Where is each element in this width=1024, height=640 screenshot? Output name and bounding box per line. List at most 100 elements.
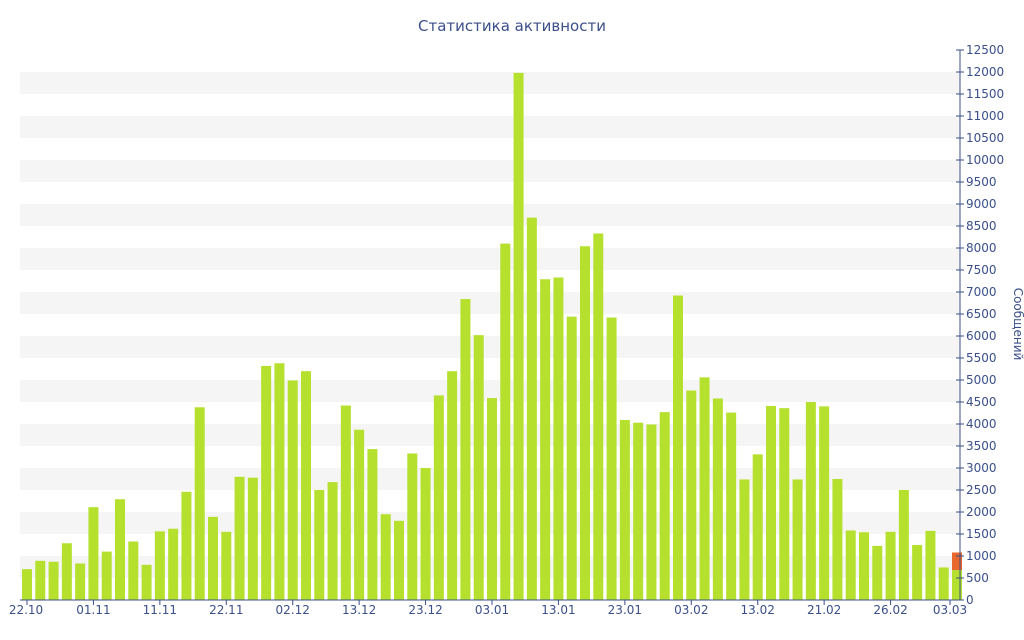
bar[interactable] <box>168 528 179 600</box>
bar[interactable] <box>367 449 378 600</box>
grid-band <box>20 248 960 270</box>
bar[interactable] <box>274 363 285 600</box>
bar[interactable] <box>593 233 604 601</box>
bar[interactable] <box>686 390 697 600</box>
bar[interactable] <box>128 541 139 600</box>
bar[interactable] <box>726 412 737 600</box>
bar[interactable] <box>301 371 311 600</box>
y-tick-label: 9000 <box>966 197 997 211</box>
grid-band <box>20 72 960 94</box>
bar[interactable] <box>553 277 564 600</box>
y-tick-label: 8000 <box>966 241 997 255</box>
x-tick-label: 22.10 <box>9 603 43 617</box>
bar[interactable] <box>460 299 471 600</box>
bar[interactable] <box>327 482 338 600</box>
bar[interactable] <box>61 543 72 600</box>
bar[interactable] <box>925 530 936 600</box>
bar[interactable] <box>261 365 272 600</box>
bar[interactable] <box>912 545 923 600</box>
x-tick-label: 01.11 <box>76 603 110 617</box>
bar[interactable] <box>633 422 644 600</box>
bar[interactable] <box>938 567 949 600</box>
bar[interactable] <box>447 371 458 600</box>
bar[interactable] <box>739 479 750 600</box>
bar[interactable] <box>154 531 165 600</box>
bar[interactable] <box>407 453 418 600</box>
x-tick-label: 13.01 <box>541 603 575 617</box>
bar[interactable] <box>619 420 630 600</box>
bar[interactable] <box>580 246 590 601</box>
x-tick-label: 13.02 <box>741 603 775 617</box>
bar[interactable] <box>420 468 431 600</box>
chart-title: Статистика активности <box>418 17 606 35</box>
bar[interactable] <box>433 395 444 600</box>
bar[interactable] <box>234 476 245 600</box>
y-tick-label: 7000 <box>966 285 997 299</box>
x-tick-label: 03.01 <box>475 603 509 617</box>
bar[interactable] <box>699 377 710 600</box>
bar[interactable] <box>859 532 869 600</box>
bar[interactable] <box>75 563 86 600</box>
bar[interactable] <box>659 412 670 600</box>
bar[interactable] <box>247 477 258 600</box>
bar[interactable] <box>646 424 657 600</box>
bar[interactable] <box>805 402 816 600</box>
y-tick-label: 3000 <box>966 461 997 475</box>
bar[interactable] <box>35 560 46 600</box>
bar[interactable] <box>194 407 205 600</box>
bar[interactable] <box>354 429 365 600</box>
bar[interactable] <box>606 317 617 600</box>
y-axis: 0 500 1000 1500 2000 2500 3000 3500 4000 4500 5000… <box>956 43 1004 607</box>
bar[interactable] <box>141 564 152 600</box>
bar[interactable] <box>566 316 577 600</box>
bar[interactable] <box>115 499 125 600</box>
bar-highlight[interactable] <box>952 552 962 571</box>
bar[interactable] <box>101 551 112 600</box>
y-tick-label: 10000 <box>966 153 1004 167</box>
y-tick-label: 11500 <box>966 87 1004 101</box>
bar[interactable] <box>48 561 59 600</box>
bar[interactable] <box>287 380 298 600</box>
bar[interactable] <box>779 408 790 600</box>
y-tick-label: 5500 <box>966 351 997 365</box>
y-tick-label: 8500 <box>966 219 997 233</box>
y-tick-label: 2500 <box>966 483 997 497</box>
bar[interactable] <box>314 490 325 600</box>
bar[interactable] <box>819 406 830 600</box>
bar[interactable] <box>473 335 484 600</box>
bar[interactable] <box>712 398 723 600</box>
y-tick-label: 11000 <box>966 109 1004 123</box>
bar[interactable] <box>898 490 909 600</box>
y-tick-label: 12000 <box>966 65 1004 79</box>
bar[interactable] <box>766 405 776 600</box>
y-tick-label: 1500 <box>966 527 997 541</box>
bar[interactable] <box>500 243 511 600</box>
bar[interactable] <box>340 405 351 600</box>
bar[interactable] <box>845 530 856 600</box>
bar[interactable] <box>22 569 32 600</box>
y-tick-label: 10500 <box>966 131 1004 145</box>
bar[interactable] <box>513 72 524 600</box>
bar[interactable] <box>752 454 763 600</box>
bar[interactable] <box>487 398 497 600</box>
y-tick-label: 6500 <box>966 307 997 321</box>
bar[interactable] <box>885 531 896 600</box>
bar[interactable] <box>952 570 962 600</box>
bar[interactable] <box>540 279 551 600</box>
bar[interactable] <box>832 479 843 600</box>
bar[interactable] <box>208 516 218 600</box>
y-tick-label: 12500 <box>966 43 1004 57</box>
grid-band <box>20 336 960 358</box>
bar[interactable] <box>221 531 232 600</box>
bar[interactable] <box>872 545 883 600</box>
bar[interactable] <box>394 520 404 600</box>
bar[interactable] <box>380 514 391 600</box>
y-tick-label: 6000 <box>966 329 997 343</box>
bar[interactable] <box>526 217 537 600</box>
bar[interactable] <box>673 295 683 600</box>
grid-band <box>20 160 960 182</box>
x-tick-label: 02.12 <box>276 603 310 617</box>
bar[interactable] <box>792 479 803 600</box>
bar[interactable] <box>88 507 99 600</box>
bar[interactable] <box>181 491 192 600</box>
